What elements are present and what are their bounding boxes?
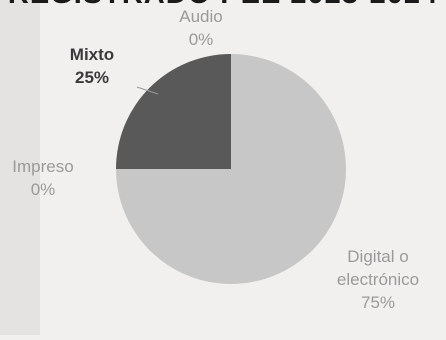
label-mixto-value: 25% bbox=[74, 68, 110, 87]
label-impreso-name: Impreso bbox=[12, 157, 74, 176]
label-digital-name-1: Digital o bbox=[347, 247, 409, 266]
chart-title: REGISTRADO PEE 2023-2024 bbox=[0, 0, 446, 11]
page-left-strip bbox=[0, 0, 40, 335]
data-label-impreso: Impreso 0% bbox=[3, 155, 83, 201]
pie-slice-mixto bbox=[116, 54, 231, 169]
label-impreso-value: 0% bbox=[30, 180, 56, 199]
data-label-audio: Audio 0% bbox=[161, 5, 241, 51]
data-label-mixto: Mixto 25% bbox=[52, 43, 132, 89]
label-digital-name-2: electrónico bbox=[336, 270, 420, 289]
label-mixto-name: Mixto bbox=[69, 45, 115, 64]
label-audio-value: 0% bbox=[188, 30, 214, 49]
label-audio-name: Audio bbox=[179, 7, 223, 26]
data-label-digital: Digital o electrónico 75% bbox=[308, 245, 446, 314]
leader-line-mixto bbox=[136, 86, 159, 95]
label-digital-value: 75% bbox=[360, 293, 396, 312]
